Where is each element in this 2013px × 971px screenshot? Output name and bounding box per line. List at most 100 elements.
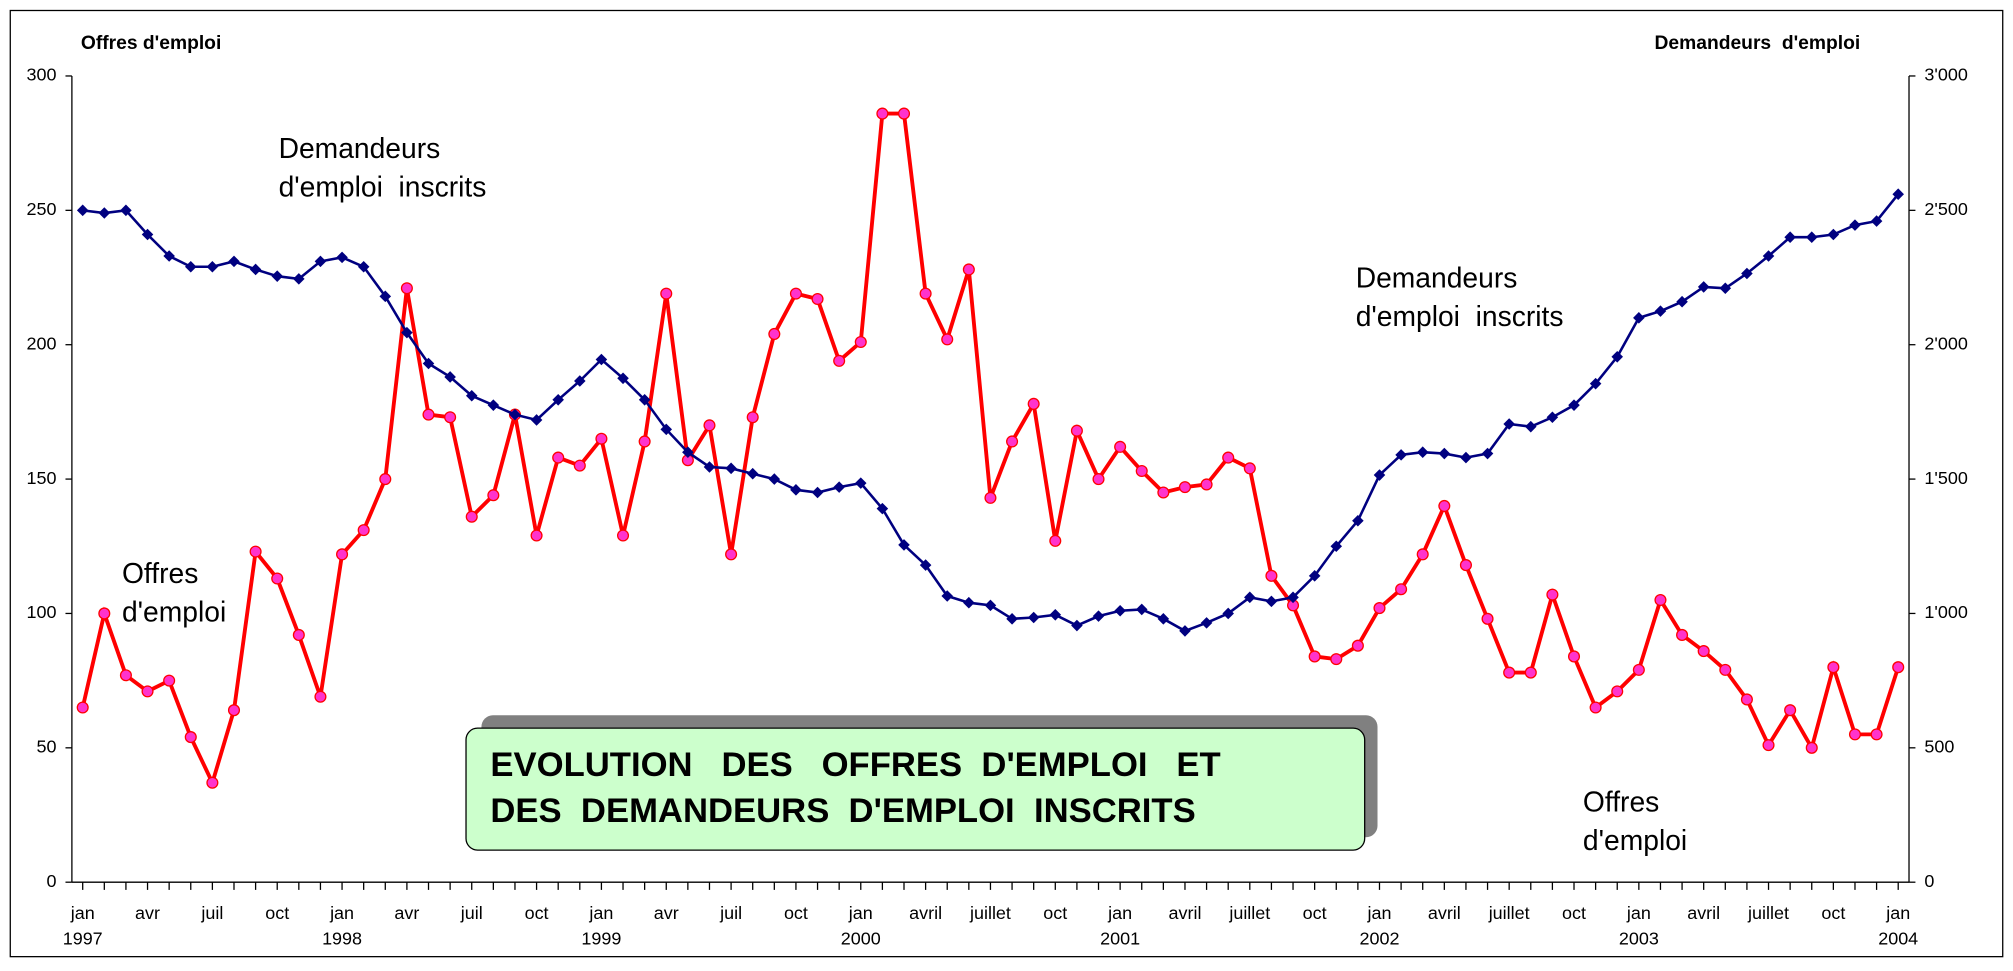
point <box>1265 569 1278 582</box>
point <box>703 461 716 473</box>
x-tick-label: juil <box>460 903 483 923</box>
point <box>963 596 975 609</box>
x-tick-label: juil <box>719 903 742 923</box>
point <box>984 491 997 504</box>
point <box>1503 666 1516 679</box>
x-tick-label: avril <box>1687 903 1720 923</box>
point <box>1200 617 1213 629</box>
point <box>1416 548 1429 561</box>
y-axis-title: Offres d'emploi <box>81 33 221 54</box>
point <box>854 477 867 489</box>
point <box>444 371 456 383</box>
point <box>1006 613 1018 625</box>
point <box>401 326 413 339</box>
point <box>1157 613 1170 625</box>
x-tick-label: jan <box>329 903 354 923</box>
annotation: d'emploi <box>122 595 226 627</box>
point <box>552 394 564 406</box>
x-tick-label: avril <box>909 903 942 923</box>
x-tick-label: jan <box>1885 903 1910 923</box>
point <box>1762 250 1775 262</box>
annotation: Offres <box>1583 785 1659 817</box>
point <box>768 327 781 340</box>
y2-tick-label: 3'000 <box>1924 65 1967 85</box>
point <box>444 411 457 424</box>
point <box>1438 447 1451 460</box>
point <box>1373 469 1386 481</box>
point <box>1870 728 1883 741</box>
point <box>919 559 932 571</box>
annotation: d'emploi <box>1583 824 1687 856</box>
point <box>898 539 910 551</box>
point <box>227 704 241 717</box>
annotation: Demandeurs <box>1356 262 1518 294</box>
point <box>1525 420 1537 433</box>
x-tick-label: oct <box>1043 903 1067 923</box>
point <box>336 251 348 264</box>
point <box>789 287 802 300</box>
point <box>811 486 824 499</box>
point <box>682 446 694 458</box>
x-tick-label: oct <box>784 903 808 923</box>
point <box>76 204 89 217</box>
point <box>1827 661 1840 674</box>
point <box>1200 478 1213 491</box>
point <box>1243 462 1256 475</box>
point <box>1265 595 1278 608</box>
point <box>1546 588 1559 601</box>
point <box>487 399 500 411</box>
point <box>595 432 608 445</box>
point <box>1244 591 1256 604</box>
y2-tick-label: 0 <box>1924 871 1934 891</box>
x-tick-label: juillet <box>1747 903 1789 923</box>
point <box>660 423 673 436</box>
point <box>1611 685 1624 698</box>
x-tick-label: juillet <box>1228 903 1270 923</box>
point <box>919 287 932 300</box>
y-tick-label: 300 <box>27 65 57 85</box>
point <box>1373 602 1386 615</box>
y2-axis-title: Demandeurs d'emploi <box>1655 33 1861 54</box>
x-tick-label: avr <box>394 903 419 923</box>
annotation: d'emploi inscrits <box>279 170 487 202</box>
x-tick-year: 2000 <box>841 929 881 949</box>
point <box>1848 728 1862 741</box>
x-tick-label: avr <box>654 903 679 923</box>
point <box>1827 228 1840 241</box>
point <box>184 731 197 744</box>
x-tick-label: oct <box>1303 903 1327 923</box>
point <box>660 287 673 300</box>
point <box>768 473 781 485</box>
point <box>1805 231 1818 243</box>
point <box>1459 559 1472 572</box>
point <box>1849 219 1861 231</box>
x-tick-year: 2004 <box>1878 929 1918 949</box>
point <box>1135 603 1148 616</box>
x-tick-label: oct <box>1821 903 1845 923</box>
point <box>1567 650 1581 663</box>
point <box>1654 593 1667 607</box>
point <box>574 375 586 387</box>
point <box>487 489 500 502</box>
point <box>1632 663 1645 676</box>
point <box>638 394 651 406</box>
point <box>249 545 262 558</box>
point <box>400 282 413 295</box>
point <box>1741 267 1753 280</box>
point <box>1049 609 1062 621</box>
point <box>98 607 111 620</box>
point <box>422 357 435 370</box>
point <box>1092 610 1105 622</box>
x-tick-year: 1999 <box>581 929 621 949</box>
point <box>1027 397 1040 410</box>
x-tick-label: avril <box>1428 903 1461 923</box>
x-tick-label: avril <box>1168 903 1201 923</box>
x-tick-label: oct <box>1562 903 1586 923</box>
point <box>1805 741 1818 754</box>
point <box>876 502 889 515</box>
point <box>163 674 176 687</box>
point <box>1892 661 1905 674</box>
point <box>1178 481 1192 494</box>
